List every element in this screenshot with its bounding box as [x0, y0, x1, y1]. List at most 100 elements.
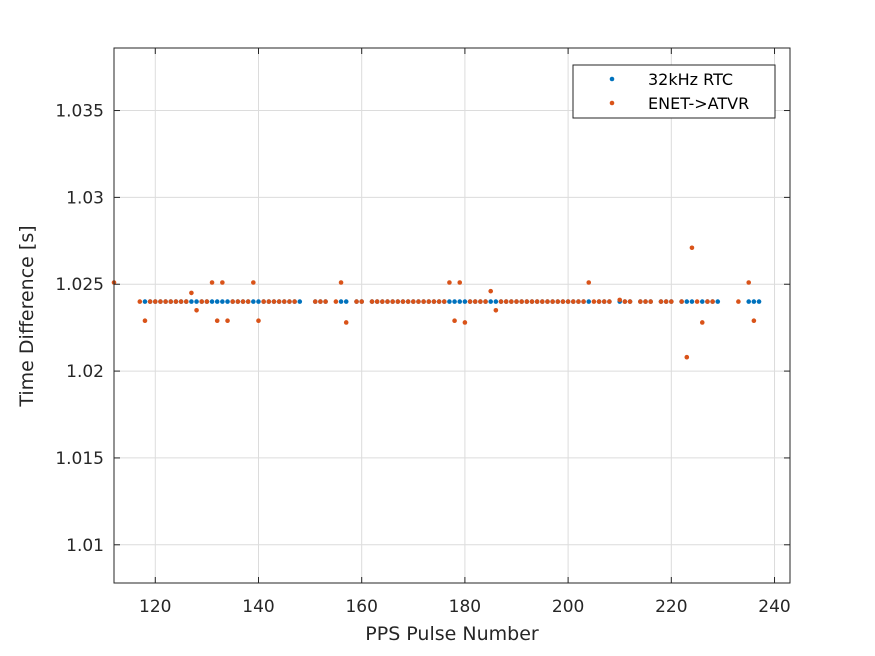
data-point	[405, 299, 411, 304]
data-point	[380, 299, 385, 304]
data-point	[679, 299, 684, 304]
data-point	[462, 320, 468, 325]
data-point	[173, 299, 179, 304]
x-tick-label: 220	[655, 597, 687, 617]
data-point	[472, 299, 478, 304]
data-point	[410, 299, 416, 304]
data-point	[189, 299, 194, 304]
data-point	[256, 299, 261, 304]
data-point	[638, 299, 643, 304]
data-point	[581, 299, 586, 304]
data-points	[111, 245, 762, 360]
data-point	[601, 299, 607, 304]
legend-marker-enet-atvr	[609, 100, 615, 106]
x-tick-label: 160	[345, 597, 377, 617]
data-point	[663, 299, 669, 304]
data-point	[338, 299, 344, 304]
data-point	[705, 299, 710, 304]
data-point	[447, 299, 452, 304]
data-point	[694, 299, 700, 304]
legend-box	[572, 64, 776, 119]
data-point	[457, 280, 463, 285]
data-point	[493, 299, 499, 304]
data-point	[266, 299, 272, 304]
data-point	[736, 299, 741, 304]
data-point	[669, 299, 674, 304]
data-point	[545, 299, 550, 304]
data-point	[483, 299, 488, 304]
data-point	[622, 299, 628, 304]
y-tick-label: 1.025	[55, 275, 104, 295]
data-point	[509, 299, 514, 304]
data-point	[421, 299, 426, 304]
axis-ticks	[114, 48, 790, 583]
x-tick-label: 140	[242, 597, 274, 617]
data-point	[152, 299, 158, 304]
data-point	[292, 299, 297, 304]
data-point	[209, 280, 215, 285]
data-point	[416, 299, 421, 304]
data-point	[235, 299, 241, 304]
data-point	[199, 299, 205, 304]
data-point	[488, 299, 494, 304]
data-point	[493, 307, 499, 313]
data-point	[684, 299, 690, 304]
data-point	[256, 318, 261, 324]
data-point	[183, 299, 189, 304]
data-point	[570, 299, 576, 304]
data-point	[240, 299, 246, 304]
legend-label-32khz-rtc: 32kHz RTC	[648, 70, 733, 89]
data-point	[514, 299, 519, 304]
data-point	[400, 299, 406, 304]
data-point	[142, 318, 148, 324]
data-point	[318, 299, 323, 304]
data-point	[147, 299, 153, 304]
x-tick-label: 120	[139, 597, 171, 617]
data-point	[441, 299, 447, 304]
x-tick-label: 180	[449, 597, 481, 617]
data-point	[194, 307, 199, 313]
data-point	[189, 290, 194, 296]
data-point	[225, 299, 230, 304]
y-tick-label: 1.02	[66, 362, 104, 382]
data-point	[158, 299, 163, 304]
data-point	[534, 299, 540, 304]
data-point	[142, 299, 148, 304]
y-tick-label: 1.03	[66, 188, 104, 208]
data-point	[343, 320, 349, 325]
data-point	[684, 354, 690, 360]
x-axis-title: PPS Pulse Number	[365, 623, 539, 645]
data-point	[452, 318, 457, 324]
data-point	[756, 299, 762, 304]
data-point	[648, 299, 653, 304]
data-point	[751, 299, 757, 304]
data-point	[168, 299, 174, 304]
x-tick-label: 200	[552, 597, 584, 617]
data-point	[699, 320, 705, 325]
data-point	[137, 299, 143, 304]
data-point	[576, 299, 581, 304]
legend-label-enet-atvr: ENET->ATVR	[648, 94, 749, 113]
data-point	[354, 299, 359, 304]
data-point	[447, 280, 452, 285]
y-axis-title: Time Difference [s]	[16, 225, 38, 407]
data-point	[488, 288, 494, 294]
data-point	[503, 299, 509, 304]
data-point	[251, 299, 256, 304]
data-point	[555, 299, 561, 304]
data-point	[710, 299, 715, 304]
data-point	[163, 299, 168, 304]
data-point	[586, 299, 592, 304]
data-point	[204, 299, 210, 304]
data-point	[220, 280, 225, 285]
data-point	[214, 299, 220, 304]
legend: 32kHz RTC ENET->ATVR	[572, 64, 776, 119]
data-point	[751, 318, 757, 324]
data-point	[457, 299, 463, 304]
data-point	[245, 299, 251, 304]
data-point	[467, 299, 473, 304]
data-point	[338, 280, 344, 285]
data-point	[452, 299, 457, 304]
data-point	[529, 299, 535, 304]
